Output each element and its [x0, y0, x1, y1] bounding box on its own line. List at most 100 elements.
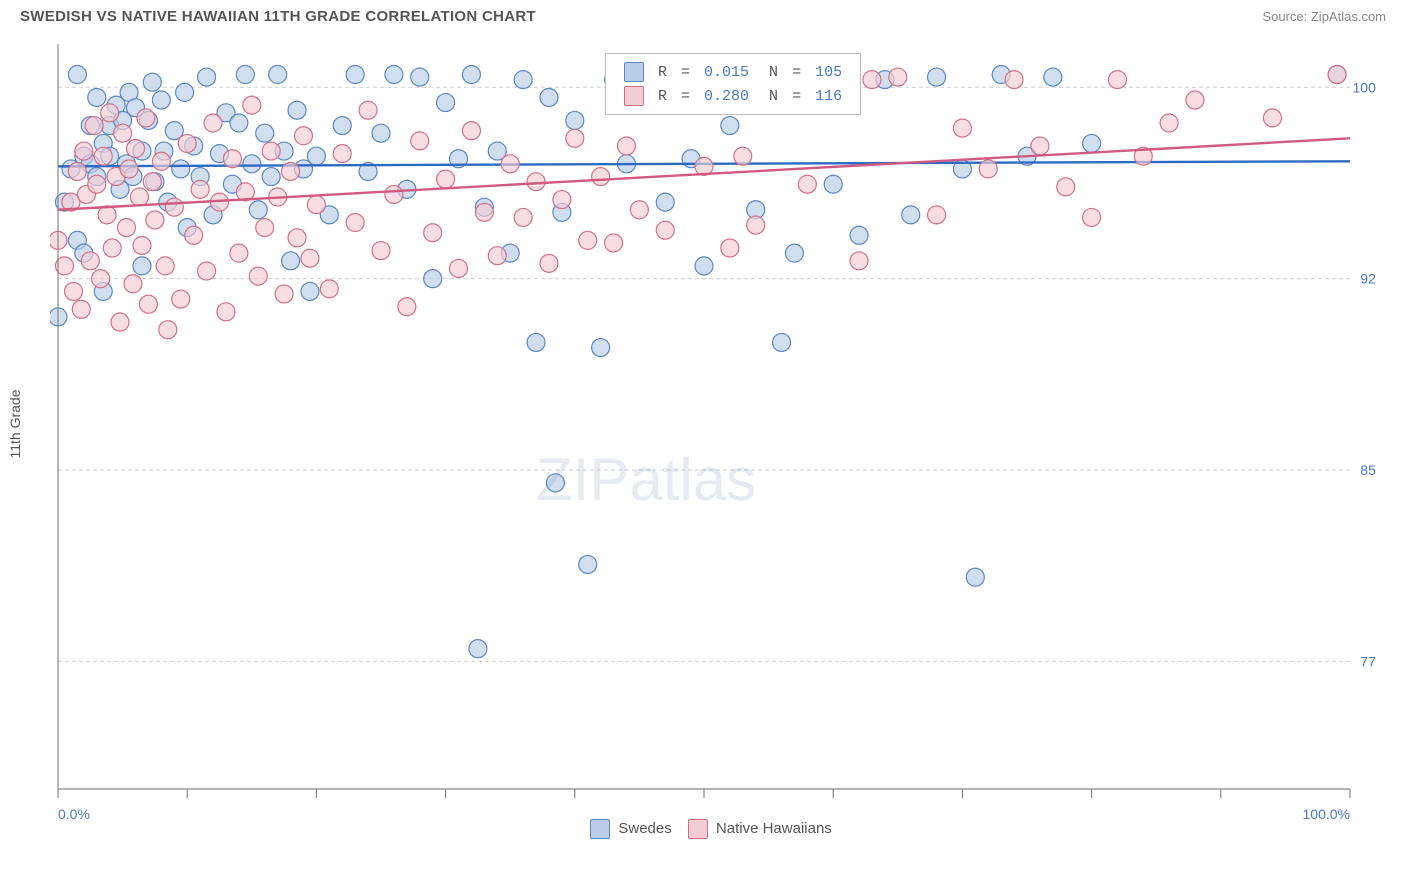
data-point — [92, 270, 110, 288]
svg-text:100.0%: 100.0% — [1303, 806, 1350, 819]
data-point — [798, 175, 816, 193]
data-point — [850, 252, 868, 270]
data-point — [230, 114, 248, 132]
y-axis-label: 11th Grade — [7, 389, 23, 458]
data-point — [785, 244, 803, 262]
data-point — [75, 142, 93, 160]
data-point — [288, 101, 306, 119]
data-point — [592, 339, 610, 357]
data-point — [137, 109, 155, 127]
data-point — [824, 175, 842, 193]
data-point — [185, 226, 203, 244]
data-point — [320, 280, 338, 298]
data-point — [156, 257, 174, 275]
data-point — [437, 170, 455, 188]
data-point — [117, 219, 135, 237]
svg-text:100.0%: 100.0% — [1353, 79, 1376, 95]
data-point — [143, 173, 161, 191]
data-point — [333, 117, 351, 135]
data-point — [1328, 66, 1346, 84]
data-point — [385, 185, 403, 203]
data-point — [68, 66, 86, 84]
data-point — [133, 257, 151, 275]
data-point — [747, 216, 765, 234]
data-point — [152, 91, 170, 109]
data-point — [928, 206, 946, 224]
data-point — [256, 219, 274, 237]
data-point — [307, 147, 325, 165]
data-point — [928, 68, 946, 86]
data-point — [1083, 134, 1101, 152]
data-point — [301, 249, 319, 267]
data-point — [282, 162, 300, 180]
data-point — [301, 282, 319, 300]
chart-header: SWEDISH VS NATIVE HAWAIIAN 11TH GRADE CO… — [0, 0, 1406, 29]
svg-text:0.0%: 0.0% — [58, 806, 90, 819]
data-point — [540, 254, 558, 272]
data-point — [111, 313, 129, 331]
data-point — [165, 198, 183, 216]
data-point — [721, 117, 739, 135]
data-point — [630, 201, 648, 219]
data-point — [81, 252, 99, 270]
svg-text:92.5%: 92.5% — [1360, 271, 1376, 287]
data-point — [979, 160, 997, 178]
data-point — [579, 231, 597, 249]
data-point — [359, 101, 377, 119]
data-point — [1263, 109, 1281, 127]
chart-area: 11th Grade 77.5%85.0%92.5%100.0%0.0%100.… — [50, 29, 1386, 819]
data-point — [488, 247, 506, 265]
svg-text:77.5%: 77.5% — [1360, 653, 1376, 669]
data-point — [424, 270, 442, 288]
data-point — [88, 175, 106, 193]
data-point — [1186, 91, 1204, 109]
data-point — [124, 275, 142, 293]
data-point — [1031, 137, 1049, 155]
data-point — [527, 173, 545, 191]
data-point — [101, 104, 119, 122]
data-point — [850, 226, 868, 244]
data-point — [656, 221, 674, 239]
data-point — [282, 252, 300, 270]
series-legend: Swedes Native Hawaiians — [0, 819, 1406, 839]
data-point — [579, 555, 597, 573]
data-point — [605, 234, 623, 252]
data-point — [88, 88, 106, 106]
data-point — [462, 66, 480, 84]
data-point — [178, 134, 196, 152]
data-point — [540, 88, 558, 106]
chart-source: Source: ZipAtlas.com — [1262, 9, 1386, 24]
data-point — [346, 66, 364, 84]
data-point — [223, 150, 241, 168]
data-point — [262, 142, 280, 160]
data-point — [114, 124, 132, 142]
data-point — [411, 132, 429, 150]
data-point — [656, 193, 674, 211]
data-point — [230, 244, 248, 262]
data-point — [85, 117, 103, 135]
data-point — [333, 145, 351, 163]
data-point — [176, 83, 194, 101]
data-point — [159, 321, 177, 339]
data-point — [249, 267, 267, 285]
data-point — [294, 127, 312, 145]
data-point — [546, 474, 564, 492]
data-point — [514, 71, 532, 89]
data-point — [198, 68, 216, 86]
data-point — [889, 68, 907, 86]
data-point — [566, 111, 584, 129]
legend-label: Swedes — [618, 820, 671, 837]
data-point — [553, 191, 571, 209]
data-point — [307, 196, 325, 214]
data-point — [275, 285, 293, 303]
data-point — [243, 155, 261, 173]
chart-title: SWEDISH VS NATIVE HAWAIIAN 11TH GRADE CO… — [20, 8, 536, 25]
data-point — [953, 119, 971, 137]
data-point — [527, 333, 545, 351]
data-point — [695, 257, 713, 275]
data-point — [372, 242, 390, 260]
data-point — [65, 282, 83, 300]
data-point — [411, 68, 429, 86]
svg-text:85.0%: 85.0% — [1360, 462, 1376, 478]
legend-label: Native Hawaiians — [716, 820, 832, 837]
